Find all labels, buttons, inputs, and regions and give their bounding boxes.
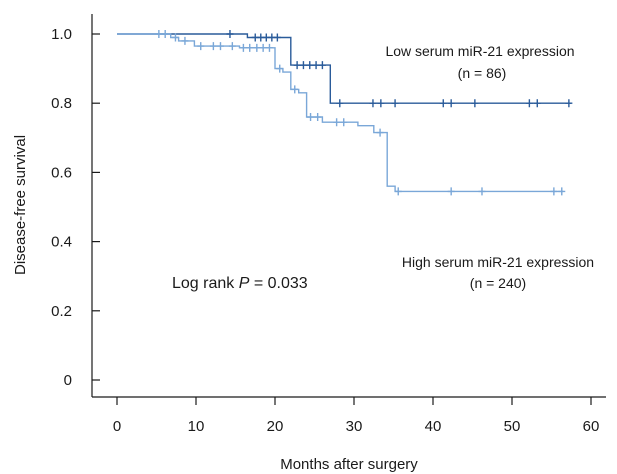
censor-mark <box>155 30 163 38</box>
series-layer <box>117 30 573 196</box>
x-tick-label: 0 <box>113 418 121 435</box>
censor-mark <box>336 99 344 108</box>
censor-mark <box>447 187 455 196</box>
x-tick-label: 40 <box>425 418 442 435</box>
logrank-p: P <box>239 275 250 292</box>
axes <box>91 14 606 398</box>
censor-mark <box>216 42 224 51</box>
y-tick-label: 0.2 <box>51 303 72 320</box>
censor-mark <box>314 113 322 122</box>
censor-mark <box>209 42 217 51</box>
censor-mark <box>181 36 189 45</box>
series-label-high: High serum miR-21 expression <box>402 254 594 270</box>
censor-mark <box>228 42 236 51</box>
censor-mark <box>291 85 299 94</box>
censor-mark <box>171 33 179 42</box>
censor-mark <box>259 43 267 52</box>
censor-mark <box>471 99 479 108</box>
censor-mark <box>565 99 573 108</box>
logrank-prefix: Log rank <box>172 275 239 292</box>
censor-mark <box>293 61 301 70</box>
censor-mark <box>239 43 247 52</box>
series-label-low: Low serum miR-21 expression <box>385 43 574 59</box>
y-axis-label: Disease-free survival <box>12 135 29 275</box>
censor-mark <box>533 99 541 108</box>
y-tick-label: 1.0 <box>51 26 72 43</box>
censor-mark <box>246 43 254 52</box>
censor-mark <box>447 99 455 108</box>
censor-mark <box>253 43 261 52</box>
censor-mark <box>306 61 314 70</box>
censor-mark <box>391 99 399 108</box>
x-tick-label: 20 <box>267 418 284 435</box>
x-tick-label: 60 <box>583 418 600 435</box>
censor-mark <box>318 61 326 70</box>
censor-mark <box>299 61 307 70</box>
censor-mark <box>161 30 169 38</box>
censor-mark <box>394 187 402 196</box>
censor-mark <box>273 33 281 42</box>
x-tick-label: 30 <box>346 418 363 435</box>
censor-mark <box>197 42 205 51</box>
y-tick-label: 0 <box>64 372 72 389</box>
series-high <box>117 30 566 196</box>
x-axis-label: Months after surgery <box>280 456 418 473</box>
series-low <box>117 30 573 108</box>
censor-mark <box>369 99 377 108</box>
censor-mark <box>376 128 384 137</box>
x-ticks: 0 10 20 30 40 50 60 <box>113 397 600 435</box>
logrank-value: = 0.033 <box>249 275 307 292</box>
survival-curve <box>117 33 572 104</box>
series-n-high: (n = 240) <box>470 275 526 291</box>
censor-mark <box>558 187 566 196</box>
censor-mark <box>276 64 284 73</box>
y-ticks: 0 0.2 0.4 0.6 0.8 1.0 <box>51 26 100 389</box>
censor-mark <box>550 187 558 196</box>
censor-mark <box>333 118 341 127</box>
y-tick-label: 0.4 <box>51 234 72 251</box>
y-tick-label: 0.8 <box>51 95 72 112</box>
censor-mark <box>340 118 348 127</box>
censor-mark <box>377 99 385 108</box>
censor-mark <box>525 99 533 108</box>
x-tick-label: 10 <box>188 418 205 435</box>
x-tick-label: 50 <box>504 418 521 435</box>
censor-mark <box>307 113 315 122</box>
logrank-annotation: Log rank P = 0.033 <box>172 275 308 292</box>
censor-mark <box>265 43 273 52</box>
censor-mark <box>312 61 320 70</box>
series-n-low: (n = 86) <box>458 65 507 81</box>
censor-mark <box>439 99 447 108</box>
y-tick-label: 0.6 <box>51 164 72 181</box>
censor-mark <box>226 30 234 38</box>
censor-mark <box>478 187 486 196</box>
